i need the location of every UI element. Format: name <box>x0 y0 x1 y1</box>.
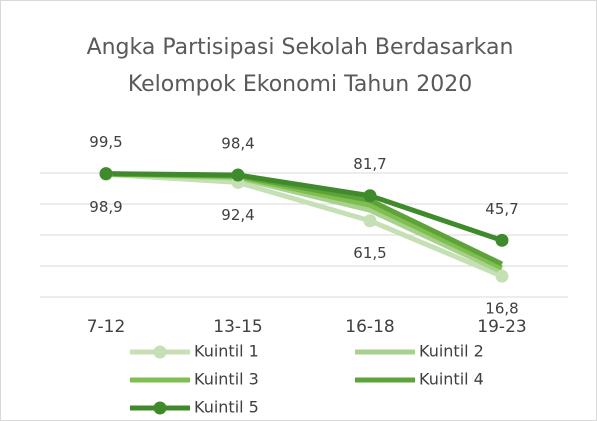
point-marker <box>363 189 377 203</box>
x-tick-label: 16-18 <box>345 317 394 337</box>
data-label: 99,5 <box>89 133 122 151</box>
data-label: 45,7 <box>485 200 518 218</box>
chart-title: Angka Partisipasi Sekolah Berdasarkan <box>87 35 514 60</box>
legend-marker <box>153 345 167 359</box>
point-marker <box>231 168 245 182</box>
data-label: 61,5 <box>353 244 386 262</box>
point-marker <box>363 214 377 228</box>
legend-label: Kuintil 5 <box>194 398 259 417</box>
point-marker <box>495 269 509 283</box>
x-tick-label: 7-12 <box>87 317 126 337</box>
data-label: 81,7 <box>353 155 386 173</box>
legend-label: Kuintil 2 <box>419 342 484 361</box>
legend-label: Kuintil 4 <box>419 370 484 389</box>
legend-marker <box>153 401 167 415</box>
data-label: 98,9 <box>89 198 122 216</box>
legend-label: Kuintil 1 <box>194 342 259 361</box>
chart-title: Kelompok Ekonomi Tahun 2020 <box>128 72 472 97</box>
point-marker <box>99 167 113 181</box>
point-marker <box>495 233 509 247</box>
x-tick-label: 13-15 <box>213 317 262 337</box>
data-label: 92,4 <box>221 206 254 224</box>
legend-label: Kuintil 3 <box>194 370 259 389</box>
data-label: 98,4 <box>221 134 254 152</box>
data-label: 16,8 <box>485 300 518 318</box>
x-tick-label: 19-23 <box>477 317 526 337</box>
series-line <box>105 171 503 243</box>
